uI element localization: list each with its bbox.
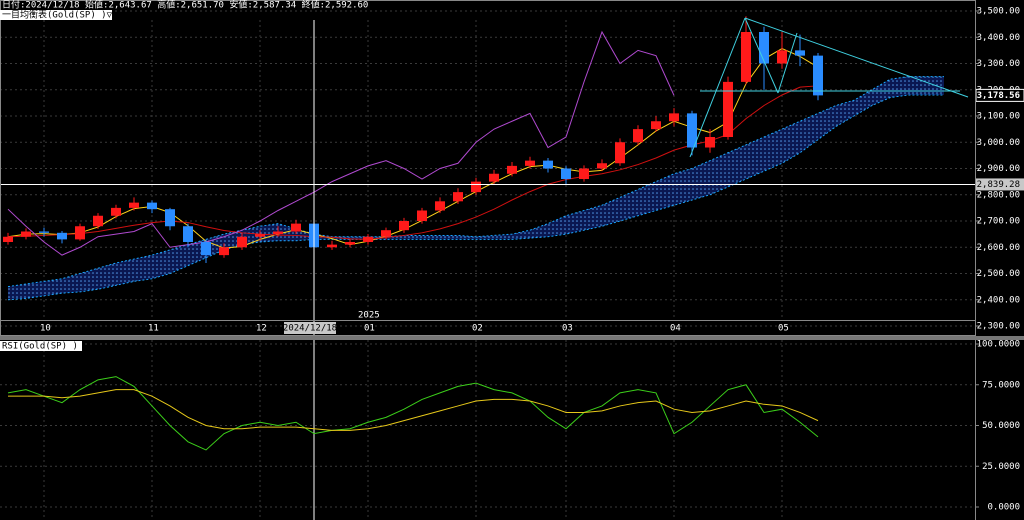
x-tick-label: 05 [778,324,789,334]
candle-body [21,231,31,237]
candle-body [669,113,679,122]
trend-line [744,17,779,94]
candle-body [759,32,769,64]
rsi-tab[interactable] [0,341,82,351]
candle-body [561,168,571,179]
x-tick-label: 10 [40,324,51,334]
candle-body [705,137,715,148]
trend-line [689,17,746,158]
y-tick-label: 2,400.00 [977,295,1020,305]
ohlc-header: 日付:2024/12/18 始値:2,643.67 高値:2,651.70 安値… [2,0,368,11]
candle-body [633,129,643,143]
y-tick-label: 3,100.00 [977,112,1020,122]
year-label: 2025 [358,311,380,321]
cursor-date-tag [284,322,336,334]
candle-body [525,160,535,166]
candle-body [777,50,787,64]
candle-body [39,231,49,233]
candle-body [183,226,193,242]
indicator-label[interactable]: 一目均衡表(Gold(SP) )▽× [2,9,117,21]
overlay-line [7,85,819,240]
cursor-date-label: 2024/12/18 [283,324,337,334]
candle-body [219,247,229,256]
y-tick-label: 75.0000 [982,380,1020,390]
candle-body [795,50,805,56]
rsi-line [8,389,819,431]
y-tick-label: 2,600.00 [977,243,1020,253]
cursor-price-label: 2,839.28 [977,180,1020,190]
candle-body [255,234,265,237]
candle-body [453,192,463,202]
candle-body [615,142,625,164]
y-tick-label: 3,000.00 [977,138,1020,148]
candle-body [723,81,733,137]
candle-body [507,165,517,174]
candle-body [597,163,607,169]
x-tick-label: 02 [472,324,483,334]
x-tick-label: 03 [562,324,573,334]
y-tick-label: 100.0000 [977,340,1020,350]
candle-body [345,242,355,245]
cloud-span [7,94,944,301]
panel-separator [0,336,1024,340]
candle-body [93,215,103,227]
candle-body [651,121,661,130]
candle-body [381,230,391,237]
candle-body [57,232,67,240]
y-tick-label: 2,700.00 [977,217,1020,227]
rsi-line [7,376,819,451]
candle-body [147,202,157,210]
y-tick-label: 25.0000 [982,462,1020,472]
candle-body [543,160,553,169]
y-tick-label: 0.0000 [987,503,1020,513]
overlay-line [7,30,675,256]
candle-body [687,113,697,148]
candle-body [813,55,823,96]
candle-body [741,32,751,82]
y-tick-label: 3,300.00 [977,59,1020,69]
candle-body [237,236,247,248]
candle-body [399,221,409,231]
last-price-label: 3,178.56 [977,91,1020,101]
y-tick-label: 2,500.00 [977,269,1020,279]
overlay-line [7,47,819,249]
rsi-title[interactable]: RSI(Gold(SP) ) [2,342,78,352]
y-tick-label: 50.0000 [982,421,1020,431]
candle-body [327,244,337,248]
y-tick-label: 2,300.00 [977,322,1020,332]
trend-line [744,17,969,98]
candle-body [111,207,121,216]
candle-body [489,173,499,182]
candle-body [273,231,283,235]
x-tick-label: 04 [670,324,681,334]
y-tick-label: 3,500.00 [977,7,1020,17]
trend-lines [689,17,969,158]
x-tick-label: 12 [256,324,267,334]
y-tick-label: 2,800.00 [977,190,1020,200]
candle-body [129,202,139,208]
candle-body [291,223,301,232]
x-tick-label: 11 [148,324,159,334]
indicator-tab[interactable] [0,10,112,20]
plot-layer: 3,500.003,400.003,300.003,200.003,100.00… [0,7,1024,520]
candle-body [471,181,481,193]
candle-body [201,242,211,256]
candle-body [3,236,13,242]
candle-body [417,210,427,221]
trend-line [777,32,798,94]
main-frame [0,0,976,336]
y-tick-label: 2,900.00 [977,164,1020,174]
candle-body [579,168,589,179]
y-tick-label: 3,400.00 [977,33,1020,43]
cloud-span [7,76,944,288]
cursor-price-tag [976,178,1024,191]
candle-body [75,226,85,240]
candle-body [165,209,175,227]
x-tick-label: 01 [364,324,375,334]
candle-body [363,236,373,242]
candle-body [435,201,445,211]
